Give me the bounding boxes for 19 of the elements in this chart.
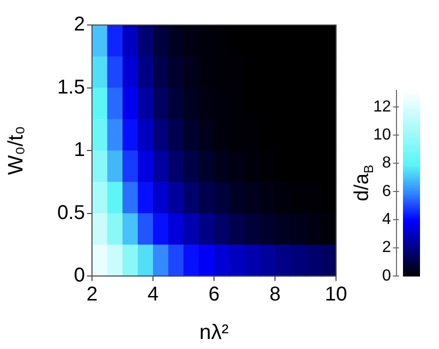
y-axis-title: W₀/t₀ — [4, 126, 28, 175]
color-bar-label: 0 — [382, 267, 392, 284]
x-tick-label: 8 — [269, 284, 281, 306]
y-tick-label: 2 — [74, 14, 85, 36]
color-bar-label: 2 — [382, 239, 392, 256]
color-bar-label: 12 — [373, 98, 392, 116]
y-tick-label: 0.5 — [57, 202, 85, 224]
x-tick-label: 4 — [147, 284, 159, 306]
x-tick-label: 6 — [208, 284, 220, 306]
x-axis-title: nλ² — [199, 321, 229, 344]
color-bar-label: 4 — [382, 211, 392, 228]
color-bar-label: 8 — [382, 154, 392, 172]
y-tick-label: 1.5 — [57, 76, 85, 98]
y-tick-label: 1 — [74, 139, 85, 162]
color-bar-title: d/aB — [351, 164, 376, 202]
x-tick-label: 10 — [324, 284, 348, 306]
color-bar-label: 10 — [373, 126, 392, 144]
y-tick-label: 0 — [74, 264, 85, 287]
color-bar-label: 6 — [382, 182, 392, 200]
